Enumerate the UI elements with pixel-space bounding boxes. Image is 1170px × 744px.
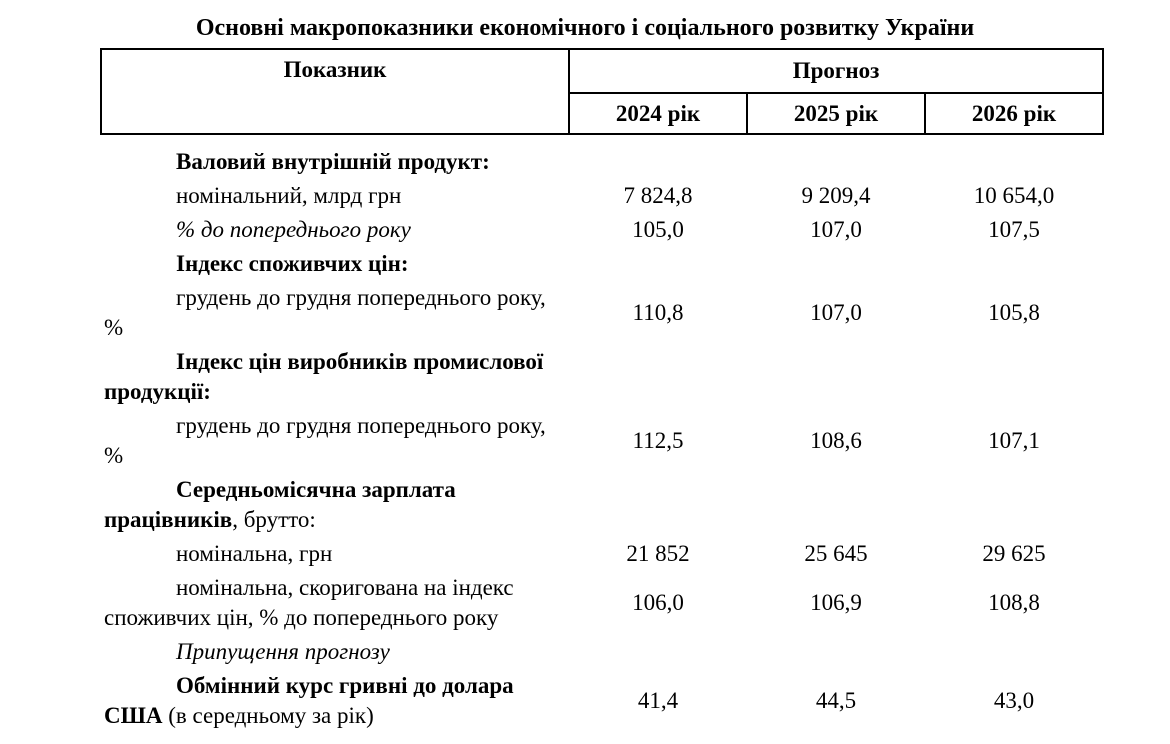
- value-cell-2026: [925, 473, 1103, 537]
- table-body: Валовий внутрішній продукт: номінальний,…: [101, 134, 1103, 733]
- label-text: (в середньому за рік): [162, 703, 374, 728]
- value-cell-2024: 106,0: [632, 590, 684, 615]
- value-cell-2026: [925, 635, 1103, 669]
- indicator-label-cell: % до попереднього року: [101, 213, 569, 247]
- macro-indicators-table: Показник Прогноз 2024 рік 2025 рік 2026 …: [100, 48, 1105, 733]
- table-row: номінальний, млрд грн 7 824,8 9 209,4 10…: [101, 179, 1103, 213]
- column-header-year-2024: 2024 рік: [568, 92, 748, 135]
- value-cell-2026: 107,5: [988, 217, 1040, 242]
- value-cell-2026: 10 654,0: [973, 183, 1055, 208]
- value-cell-2025: [747, 635, 925, 669]
- label-bold-text: Обмінний курс гривні до долара США: [104, 673, 514, 728]
- column-header-indicator: Показник: [100, 48, 570, 135]
- column-header-year-2025: 2025 рік: [746, 92, 926, 135]
- value-cell-2026: 29 625: [982, 541, 1046, 566]
- indicator-label-cell: Валовий внутрішній продукт:: [101, 134, 569, 179]
- value-cell-2025: 107,0: [810, 300, 862, 325]
- indicator-label-cell: Індекс цін виробників промислової продук…: [101, 345, 569, 409]
- indicator-label-cell: Припущення прогнозу: [101, 635, 569, 669]
- indicator-label-cell: Обмінний курс гривні до долара США (в се…: [101, 669, 569, 733]
- value-cell-2024: 41,4: [637, 688, 679, 713]
- value-cell-2024: 7 824,8: [623, 183, 693, 208]
- value-cell-2025: [747, 134, 925, 179]
- value-cell-2025: 44,5: [815, 688, 857, 713]
- label-bold-text: Індекс цін виробників промислової продук…: [104, 349, 544, 404]
- document-title: Основні макропоказники економічного і со…: [195, 15, 975, 41]
- label-text: % до попереднього року: [176, 217, 411, 242]
- header-group-row: Показник Прогноз: [100, 48, 1105, 135]
- label-bold-text: Валовий внутрішній продукт:: [176, 149, 490, 174]
- indicator-label-cell: Індекс споживчих цін:: [101, 247, 569, 281]
- label-text: грудень до грудня попереднього року, %: [104, 413, 546, 468]
- value-cell-2024: [569, 635, 747, 669]
- table-row: Середньомісячна зарплата працівників, бр…: [101, 473, 1103, 537]
- column-header-forecast: Прогноз: [567, 48, 1105, 94]
- table-row: номінальна, скоригована на індекс спожив…: [101, 571, 1103, 635]
- value-cell-2025: [747, 345, 925, 409]
- value-cell-2026: 105,8: [988, 300, 1040, 325]
- value-cell-2024: 105,0: [632, 217, 684, 242]
- label-text: , брутто:: [232, 507, 316, 532]
- indicator-label-cell: номінальний, млрд грн: [101, 179, 569, 213]
- value-cell-2025: [747, 473, 925, 537]
- table-row: Індекс цін виробників промислової продук…: [101, 345, 1103, 409]
- label-text: номінальний, млрд грн: [176, 183, 402, 208]
- value-cell-2026: [925, 134, 1103, 179]
- value-cell-2026: 43,0: [993, 688, 1035, 713]
- value-cell-2024: [569, 473, 747, 537]
- table-header: Показник Прогноз 2024 рік 2025 рік 2026 …: [100, 48, 1105, 135]
- value-cell-2024: 110,8: [632, 300, 684, 325]
- header-years-row: 2024 рік 2025 рік 2026 рік: [101, 92, 1105, 135]
- indicator-label-cell: грудень до грудня попереднього року, %: [101, 281, 569, 345]
- value-cell-2025: 106,9: [810, 590, 862, 615]
- value-cell-2024: [569, 247, 747, 281]
- indicator-label-cell: номінальна, грн: [101, 537, 569, 571]
- label-bold-text: Середньомісячна зарплата працівників: [104, 477, 456, 532]
- indicator-label-cell: грудень до грудня попереднього року, %: [101, 409, 569, 473]
- label-text: номінальна, скоригована на індекс спожив…: [104, 575, 514, 630]
- table-row: грудень до грудня попереднього року, % 1…: [101, 409, 1103, 473]
- table-row: Обмінний курс гривні до долара США (в се…: [101, 669, 1103, 733]
- value-cell-2025: 25 645: [804, 541, 868, 566]
- table-row: грудень до грудня попереднього року, % 1…: [101, 281, 1103, 345]
- label-text: Припущення прогнозу: [176, 639, 390, 664]
- value-cell-2024: 21 852: [626, 541, 690, 566]
- table-row: Припущення прогнозу: [101, 635, 1103, 669]
- value-cell-2024: [569, 345, 747, 409]
- label-text: грудень до грудня попереднього року, %: [104, 285, 546, 340]
- value-cell-2025: 108,6: [810, 428, 862, 453]
- label-text: номінальна, грн: [176, 541, 333, 566]
- value-cell-2024: [569, 134, 747, 179]
- indicator-label-cell: Середньомісячна зарплата працівників, бр…: [101, 473, 569, 537]
- label-bold-text: Індекс споживчих цін:: [176, 251, 409, 276]
- value-cell-2024: 112,5: [632, 428, 684, 453]
- value-cell-2026: [925, 247, 1103, 281]
- value-cell-2026: 107,1: [988, 428, 1040, 453]
- value-cell-2026: [925, 345, 1103, 409]
- value-cell-2025: [747, 247, 925, 281]
- indicator-label-cell: номінальна, скоригована на індекс спожив…: [101, 571, 569, 635]
- table-row: номінальна, грн 21 852 25 645 29 625: [101, 537, 1103, 571]
- value-cell-2026: 108,8: [988, 590, 1040, 615]
- table-row: % до попереднього року 105,0 107,0 107,5: [101, 213, 1103, 247]
- column-header-year-2026: 2026 рік: [923, 92, 1105, 135]
- value-cell-2025: 9 209,4: [801, 183, 871, 208]
- table-row: Валовий внутрішній продукт:: [101, 134, 1103, 179]
- value-cell-2025: 107,0: [810, 217, 862, 242]
- table-row: Індекс споживчих цін:: [101, 247, 1103, 281]
